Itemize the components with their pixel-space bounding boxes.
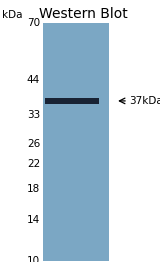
Text: 18: 18	[27, 184, 40, 194]
Text: 33: 33	[27, 110, 40, 120]
Text: kDa: kDa	[2, 10, 22, 20]
Text: 37kDa: 37kDa	[130, 96, 160, 106]
Text: 10: 10	[27, 256, 40, 262]
Text: 22: 22	[27, 159, 40, 170]
Text: 26: 26	[27, 139, 40, 149]
Text: 14: 14	[27, 215, 40, 225]
Text: 70: 70	[27, 18, 40, 28]
Text: Western Blot: Western Blot	[39, 7, 128, 20]
Bar	[45, 98, 99, 104]
Text: 44: 44	[27, 75, 40, 85]
Bar	[43, 23, 109, 261]
